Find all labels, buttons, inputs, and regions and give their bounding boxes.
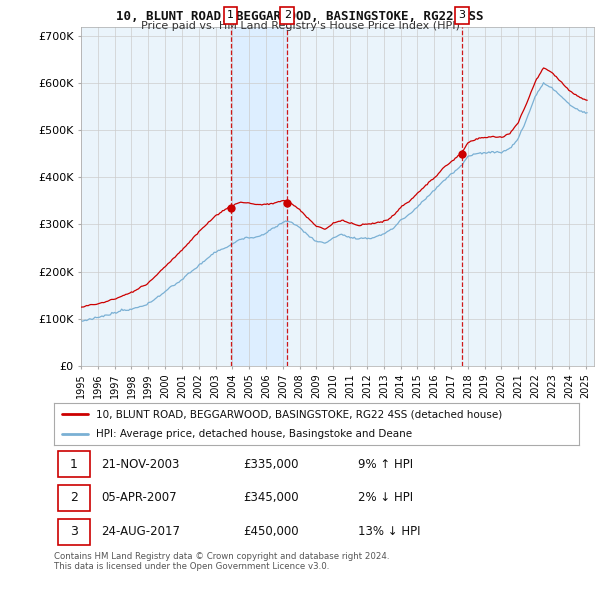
Text: 21-NOV-2003: 21-NOV-2003 bbox=[101, 458, 179, 471]
Text: 1: 1 bbox=[70, 458, 78, 471]
Text: £345,000: £345,000 bbox=[243, 491, 299, 504]
Bar bbox=[230, 27, 287, 366]
Text: HPI: Average price, detached house, Basingstoke and Deane: HPI: Average price, detached house, Basi… bbox=[96, 429, 412, 439]
FancyBboxPatch shape bbox=[58, 485, 90, 511]
Text: 9% ↑ HPI: 9% ↑ HPI bbox=[359, 458, 413, 471]
Text: 05-APR-2007: 05-APR-2007 bbox=[101, 491, 177, 504]
Text: 3: 3 bbox=[70, 525, 78, 538]
Text: 1: 1 bbox=[227, 11, 234, 20]
Text: 24-AUG-2017: 24-AUG-2017 bbox=[101, 525, 180, 538]
Text: 13% ↓ HPI: 13% ↓ HPI bbox=[359, 525, 421, 538]
Text: 10, BLUNT ROAD, BEGGARWOOD, BASINGSTOKE, RG22 4SS (detached house): 10, BLUNT ROAD, BEGGARWOOD, BASINGSTOKE,… bbox=[96, 409, 502, 419]
Text: £450,000: £450,000 bbox=[243, 525, 299, 538]
FancyBboxPatch shape bbox=[58, 519, 90, 545]
Text: 2: 2 bbox=[284, 11, 291, 20]
Text: Contains HM Land Registry data © Crown copyright and database right 2024.
This d: Contains HM Land Registry data © Crown c… bbox=[54, 552, 389, 571]
FancyBboxPatch shape bbox=[58, 451, 90, 477]
Text: 10, BLUNT ROAD, BEGGARWOOD, BASINGSTOKE, RG22 4SS: 10, BLUNT ROAD, BEGGARWOOD, BASINGSTOKE,… bbox=[116, 10, 484, 23]
Text: £335,000: £335,000 bbox=[243, 458, 299, 471]
Text: 3: 3 bbox=[458, 11, 466, 20]
Text: Price paid vs. HM Land Registry's House Price Index (HPI): Price paid vs. HM Land Registry's House … bbox=[140, 21, 460, 31]
Text: 2: 2 bbox=[70, 491, 78, 504]
Text: 2% ↓ HPI: 2% ↓ HPI bbox=[359, 491, 413, 504]
